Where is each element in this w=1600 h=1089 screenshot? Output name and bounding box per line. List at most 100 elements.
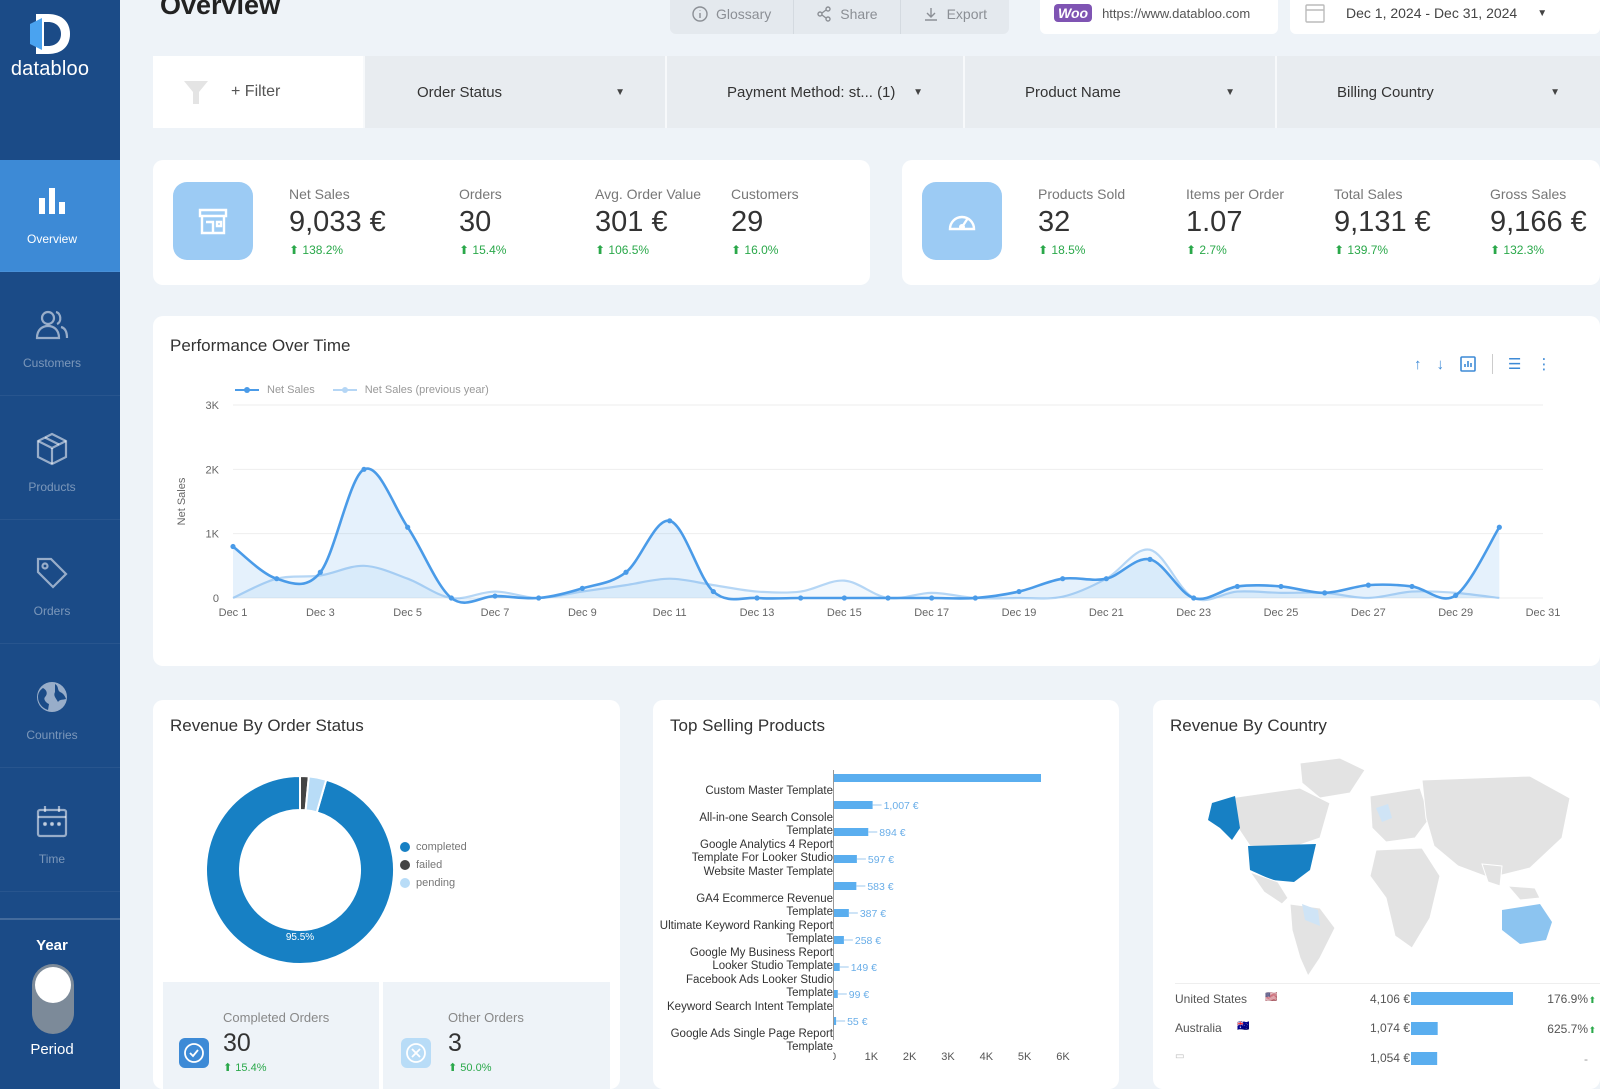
product-bar[interactable] xyxy=(834,882,857,890)
data-point[interactable] xyxy=(579,585,585,591)
data-point[interactable] xyxy=(1060,576,1066,582)
data-point[interactable] xyxy=(361,466,367,472)
data-point[interactable] xyxy=(492,593,498,599)
product-bar[interactable] xyxy=(834,828,869,836)
data-point[interactable] xyxy=(405,524,411,530)
filter-payment-method[interactable]: Payment Method: st... (1) ▼ xyxy=(665,56,963,128)
product-bar[interactable] xyxy=(834,1017,837,1025)
country-bar xyxy=(1411,1052,1438,1065)
data-point[interactable] xyxy=(972,595,978,601)
data-point[interactable] xyxy=(1234,583,1240,590)
data-point[interactable] xyxy=(1365,582,1371,588)
data-point[interactable] xyxy=(841,595,847,601)
date-range-picker[interactable]: Dec 1, 2024 - Dec 31, 2024 ▼ xyxy=(1290,0,1600,34)
brand-logo[interactable]: databloo xyxy=(0,0,100,110)
toolbar-divider xyxy=(1492,354,1493,374)
data-point[interactable] xyxy=(1322,590,1328,596)
x-tick-label: Dec 19 xyxy=(1002,607,1037,619)
kpi-delta-value: 139.7% xyxy=(1347,243,1389,257)
arrow-up-icon: ⬆ xyxy=(459,243,470,257)
country-row-united-states[interactable]: United States 🇺🇸 4,106 € xyxy=(1175,983,1600,1013)
data-point[interactable] xyxy=(1409,583,1415,590)
data-point[interactable] xyxy=(274,576,280,582)
data-point[interactable] xyxy=(1496,524,1502,530)
legend-item-pending: pending xyxy=(400,874,467,892)
data-point[interactable] xyxy=(798,595,804,601)
sidebar-item-countries[interactable]: Countries xyxy=(0,656,120,768)
kpi-value: 9,131 € xyxy=(1334,206,1431,238)
series-line-net-sales xyxy=(232,467,1501,604)
filter-billing-country[interactable]: Billing Country ▼ xyxy=(1275,56,1600,128)
product-bar[interactable] xyxy=(834,909,849,917)
data-point[interactable] xyxy=(317,569,323,575)
completed-orders-label: Completed Orders xyxy=(223,1010,330,1025)
sort-descending-icon[interactable]: ↓ xyxy=(1436,355,1445,373)
year-period-toggle[interactable] xyxy=(32,964,74,1034)
data-point[interactable] xyxy=(667,518,673,524)
chart-settings-icon[interactable] xyxy=(1459,355,1477,373)
tag-icon xyxy=(36,557,68,589)
sidebar-item-orders[interactable]: Orders xyxy=(0,532,120,644)
country-bar xyxy=(1411,1022,1438,1035)
kpi-delta: ⬆ 16.0% xyxy=(731,243,799,257)
data-point[interactable] xyxy=(1453,592,1459,599)
data-point[interactable] xyxy=(1191,595,1197,601)
product-bar[interactable] xyxy=(834,801,873,809)
country-row-australia[interactable]: Australia 🇦🇺 1,074 € xyxy=(1175,1013,1600,1043)
legend-marker-previous-year xyxy=(332,387,357,393)
top-products-card xyxy=(653,700,1119,1089)
filter-icon[interactable]: ☰ xyxy=(1508,356,1522,373)
product-bar[interactable] xyxy=(834,990,838,998)
x-tick-label: Dec 27 xyxy=(1351,607,1386,619)
data-point[interactable] xyxy=(710,588,716,595)
more-options-icon[interactable]: ⋮ xyxy=(1536,356,1552,373)
data-point[interactable] xyxy=(230,543,236,550)
filter-label: Billing Country xyxy=(1337,83,1434,101)
sidebar-item-customers[interactable]: Customers xyxy=(0,284,120,396)
kpi-delta: ⬆ 15.4% xyxy=(459,243,506,257)
sidebar-item-products[interactable]: Products xyxy=(0,408,120,520)
data-point[interactable] xyxy=(623,569,629,575)
donut-slice-pending[interactable] xyxy=(304,775,328,814)
data-point[interactable] xyxy=(448,595,454,601)
data-point[interactable] xyxy=(1147,556,1153,562)
data-point[interactable] xyxy=(1278,583,1284,590)
data-point[interactable] xyxy=(1103,576,1109,582)
other-orders-label: Other Orders xyxy=(448,1010,524,1025)
share-button[interactable]: Share xyxy=(794,0,901,34)
calendar-icon xyxy=(36,806,68,838)
toggle-knob xyxy=(35,967,71,1003)
glossary-button[interactable]: Glossary xyxy=(670,0,795,34)
kpi-products-sold: Products Sold 32 ⬆ 18.5% xyxy=(1038,186,1125,257)
product-bar[interactable] xyxy=(834,936,844,944)
country-delta: - xyxy=(1584,1052,1588,1066)
world-map[interactable] xyxy=(1190,758,1580,978)
filter-order-status[interactable]: Order Status ▼ xyxy=(363,56,665,128)
product-bar[interactable] xyxy=(834,963,840,971)
data-point[interactable] xyxy=(885,595,891,601)
kpi-label: Items per Order xyxy=(1186,186,1285,202)
data-point[interactable] xyxy=(536,595,542,601)
sidebar-item-time[interactable]: Time xyxy=(0,780,120,892)
donut-slice-completed[interactable] xyxy=(205,774,395,965)
kpi-label: Avg. Order Value xyxy=(595,186,702,202)
add-filter-button[interactable]: + Filter xyxy=(153,56,363,128)
sort-ascending-icon[interactable]: ↑ xyxy=(1414,355,1422,373)
caret-down-icon: ▼ xyxy=(1225,86,1235,98)
country-name: Australia xyxy=(1175,1021,1222,1035)
product-bar[interactable] xyxy=(834,855,857,863)
store-url[interactable]: Woo https://www.databloo.com xyxy=(1040,0,1278,34)
country-row-unknown[interactable]: ▭ 1,054 € xyxy=(1175,1043,1600,1073)
x-tick-label: 2K xyxy=(903,1051,917,1063)
product-bar[interactable] xyxy=(834,774,1041,782)
data-point[interactable] xyxy=(754,595,760,601)
data-point[interactable] xyxy=(929,595,935,601)
filter-product-name[interactable]: Product Name ▼ xyxy=(963,56,1275,128)
x-tick-label: Dec 23 xyxy=(1176,607,1211,619)
sidebar-item-overview[interactable]: Overview xyxy=(0,160,120,272)
x-tick-label: Dec 9 xyxy=(568,607,597,619)
kpi-label: Net Sales xyxy=(289,186,350,202)
kpi-value: 32 xyxy=(1038,206,1071,238)
data-point[interactable] xyxy=(1016,588,1022,595)
export-button[interactable]: Export xyxy=(901,0,1009,34)
